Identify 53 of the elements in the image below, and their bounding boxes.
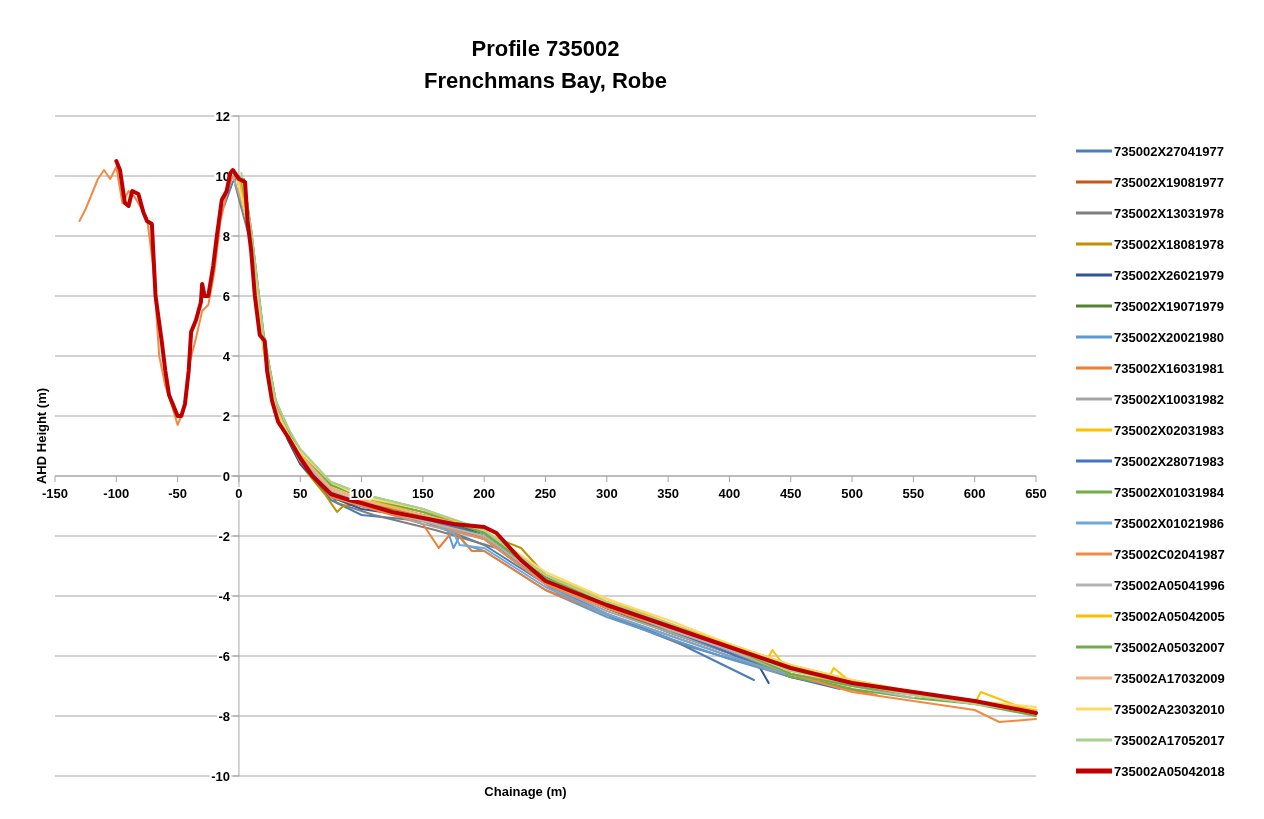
- legend-label: 735002X19071979: [1114, 299, 1224, 314]
- legend-label: 735002A05041996: [1114, 578, 1225, 593]
- legend-label: 735002A05042005: [1114, 609, 1225, 624]
- legend-label: 735002X27041977: [1114, 144, 1224, 159]
- y-tick-label: -6: [218, 649, 230, 664]
- x-tick-label: 50: [293, 486, 308, 501]
- x-tick-label: 400: [718, 486, 741, 501]
- x-tick-label: 200: [473, 486, 496, 501]
- y-tick-label: 12: [215, 109, 230, 124]
- chart-title: Profile 735002: [471, 36, 620, 61]
- legend-label: 735002X20021980: [1114, 330, 1224, 345]
- x-tick-label: 650: [1025, 486, 1047, 501]
- x-tick-label: 150: [412, 486, 434, 501]
- legend-label: 735002A05032007: [1114, 640, 1225, 655]
- y-tick-label: 8: [222, 229, 230, 244]
- legend-label: 735002A17032009: [1114, 671, 1225, 686]
- legend-label: 735002X19081977: [1114, 175, 1224, 190]
- x-tick-label: 0: [235, 486, 243, 501]
- legend-label: 735002X28071983: [1114, 454, 1224, 469]
- y-tick-label: 2: [222, 409, 230, 424]
- x-tick-label: 500: [841, 486, 863, 501]
- x-tick-label: 300: [595, 486, 618, 501]
- legend-label: 735002X13031978: [1114, 206, 1224, 221]
- y-tick-label: -10: [211, 769, 230, 784]
- legend-label: 735002X10031982: [1114, 392, 1224, 407]
- legend-label: 735002A17052017: [1114, 733, 1225, 748]
- x-tick-label: 350: [657, 486, 679, 501]
- legend-label: 735002X01031984: [1114, 485, 1225, 500]
- y-axis-title: AHD Height (m): [34, 387, 49, 485]
- x-tick-label: 250: [534, 486, 557, 501]
- y-tick-label: 0: [222, 469, 230, 484]
- y-tick-label: 4: [222, 349, 231, 364]
- y-tick-label: -8: [218, 709, 230, 724]
- legend-label: 735002X01021986: [1114, 516, 1224, 531]
- x-tick-label: -150: [41, 486, 69, 501]
- legend-label: 735002A23032010: [1114, 702, 1225, 717]
- y-tick-label: 6: [222, 289, 230, 304]
- x-axis-title: Chainage (m): [484, 784, 567, 799]
- legend-label: 735002X02031983: [1114, 423, 1224, 438]
- legend-label: 735002X26021979: [1114, 268, 1224, 283]
- chart-subtitle: Frenchmans Bay, Robe: [424, 68, 667, 93]
- y-tick-label: -4: [218, 589, 231, 604]
- legend-label: 735002C02041987: [1114, 547, 1225, 562]
- x-tick-label: 600: [963, 486, 986, 501]
- y-tick-label: -2: [218, 529, 230, 544]
- x-tick-label: 550: [902, 486, 925, 501]
- x-tick-label: -100: [103, 486, 130, 501]
- legend-label: 735002X18081978: [1114, 237, 1224, 252]
- legend-label: 735002A05042018: [1114, 764, 1225, 779]
- x-tick-label: -50: [168, 486, 188, 501]
- x-tick-label: 100: [350, 486, 373, 501]
- x-tick-label: 450: [779, 486, 802, 501]
- legend-label: 735002X16031981: [1114, 361, 1224, 376]
